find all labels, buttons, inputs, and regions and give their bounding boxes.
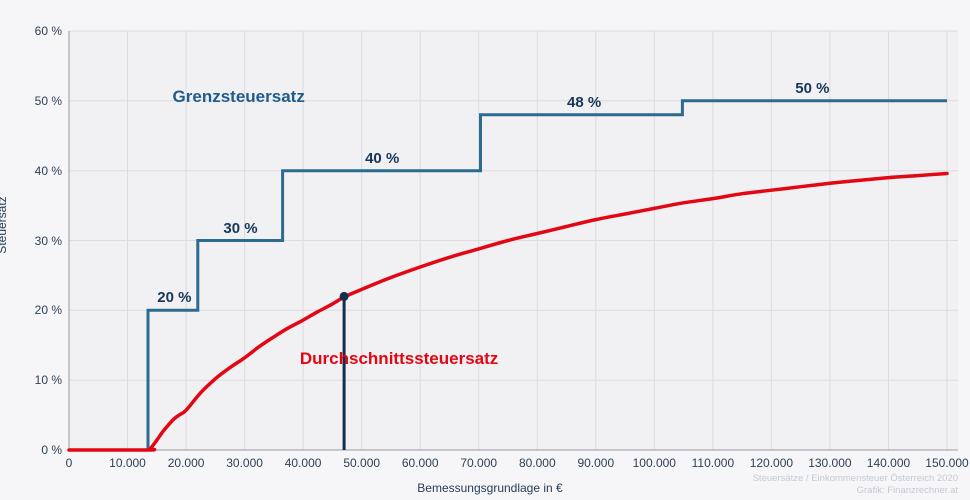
step-rate-label: 40 % [365,149,400,167]
x-tick-label: 70.000 [460,456,498,470]
y-axis-title: Steuersatz [0,196,9,254]
step-rate-label: 30 % [223,219,258,237]
credit-line-author: Grafik: Finanzrechner.at [856,485,958,496]
x-axis-title: Bemessungsgrundlage in € [417,481,563,495]
y-tick-label: 50 % [34,93,62,108]
x-tick-label: 120.000 [749,456,794,470]
series-line-grenzsteuersatz [69,99,947,452]
y-tick-label: 0 % [41,443,62,457]
x-tick-label: 90.000 [577,456,615,470]
x-tick-label: 60.000 [401,456,439,470]
x-tick-label: 20.000 [167,456,205,470]
series-line-durchschnittssteuersatz [67,171,949,452]
step-rate-label: 20 % [157,289,192,307]
x-tick-label: 40.000 [284,456,322,470]
x-tick-label: 30.000 [226,456,263,470]
y-tick-label: 60 % [34,24,62,38]
x-tick-label: 150.000 [925,456,969,470]
chart-credit: Steuersätze / Einkommensteuer Österreich… [753,473,958,497]
series-title-durchschnittssteuersatz: Durchschnittssteuersatz [299,349,499,369]
x-tick-label: 50.000 [343,456,381,470]
x-tick-label: 100.000 [632,456,676,470]
x-tick-label: 130.000 [808,456,852,470]
credit-line-source: Steuersätze / Einkommensteuer Österreich… [752,473,958,484]
x-tick-label: 10.000 [109,456,146,470]
step-rate-label: 50 % [795,79,830,97]
step-rate-label: 48 % [566,93,602,111]
x-tick-label: 0 [65,456,73,470]
x-tick-label: 140.000 [866,456,911,470]
x-tick-label: 80.000 [518,456,556,470]
y-tick-label: 40 % [34,163,62,178]
y-tick-label: 20 % [34,303,62,318]
marker-dot [339,291,349,301]
x-tick-label: 110.000 [691,456,735,470]
y-tick-label: 10 % [34,373,62,388]
y-tick-label: 30 % [34,233,62,248]
series-title-grenzsteuersatz: Grenzsteuersatz [172,87,305,107]
